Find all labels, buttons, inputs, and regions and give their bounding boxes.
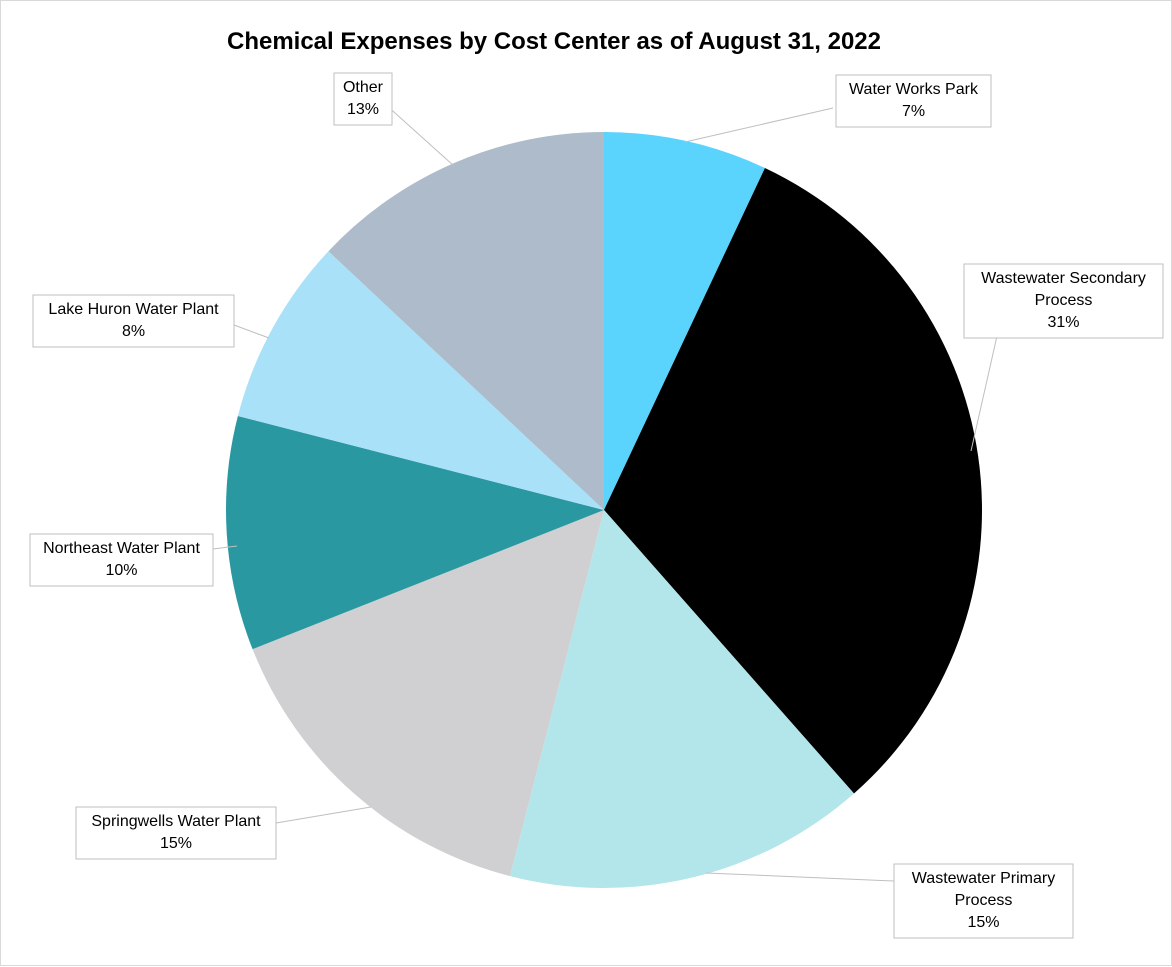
data-label-box [963,263,1164,339]
data-label-other: Other 13% [333,72,393,126]
pie-slice-other [328,132,604,510]
slice-labels: Water Works Park 7% Wastewater Secondary Pr… [29,72,1164,939]
leader-line-other [384,103,455,167]
data-label-box [835,74,992,128]
data-label-name: Wastewater Secondary [981,270,1146,287]
leader-line-lake-huron-water-plant [233,324,270,339]
pie-slice-wastewater-primary-process [510,510,854,888]
data-label-springwells-water-plant: Springwells Water Plant 15% [75,806,277,860]
data-label-box [893,863,1074,939]
data-label-box [333,72,393,126]
pie-slices [226,132,982,888]
data-label-box [75,806,277,860]
data-label-name: Other [343,79,384,96]
data-label-percent: 15% [967,914,999,931]
leader-line-water-works-park [684,107,834,143]
data-label-percent: 8% [122,323,145,340]
data-label-name: Lake Huron Water Plant [48,301,219,318]
pie-slice-springwells-water-plant [252,510,605,877]
data-label-name: Wastewater Primary [912,870,1055,887]
pie-slice-northeast-water-plant [226,416,604,650]
leader-lines [212,103,998,882]
leader-line-springwells-water-plant [275,806,372,824]
pie-slice-wastewater-secondary-process [604,167,982,794]
data-label-wastewater-primary-process: Wastewater Primary Process 15% [893,863,1074,939]
data-label-percent: 10% [105,562,137,579]
data-label-lake-huron-water-plant: Lake Huron Water Plant 8% [32,294,235,348]
data-label-percent: 13% [347,101,379,118]
leader-line-wastewater-primary-process [705,872,895,882]
leader-line-northeast-water-plant [212,545,238,550]
data-label-box [32,294,235,348]
leader-line-wastewater-secondary-process [970,335,998,452]
data-label-percent: 7% [902,103,925,120]
data-label-name: Northeast Water Plant [43,540,200,557]
data-label-wastewater-secondary-process: Wastewater Secondary Process 31% [963,263,1164,339]
pie-slice-lake-huron-water-plant [237,251,604,511]
data-label-name: Process [955,892,1013,909]
data-label-northeast-water-plant: Northeast Water Plant 10% [29,533,214,587]
data-label-box [29,533,214,587]
data-label-name: Process [1035,292,1093,309]
pie-slice-water-works-park [604,132,765,510]
data-label-name: Springwells Water Plant [91,813,261,830]
data-label-water-works-park: Water Works Park 7% [835,74,992,128]
chart-title: Chemical Expenses by Cost Center as of A… [227,28,881,55]
data-label-percent: 15% [160,835,192,852]
data-label-percent: 31% [1047,314,1079,331]
data-label-name: Water Works Park [849,81,979,98]
